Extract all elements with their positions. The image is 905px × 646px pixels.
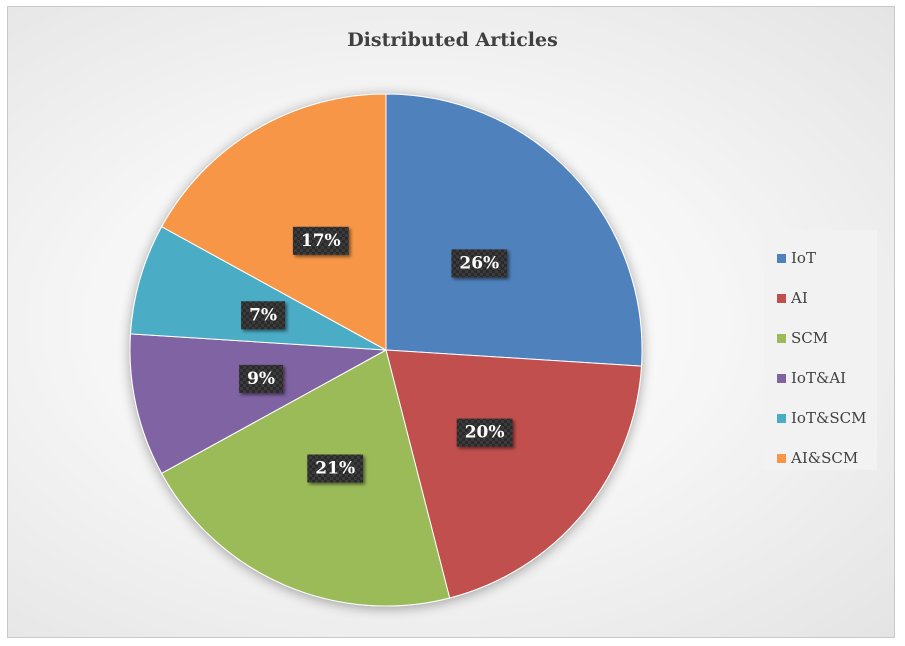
data-label-box bbox=[451, 249, 508, 278]
legend-label: SCM bbox=[791, 329, 829, 347]
chart-title: Distributed Articles bbox=[347, 29, 558, 51]
legend-swatch bbox=[777, 453, 786, 463]
data-label-text: 20% bbox=[465, 423, 505, 443]
data-label-iot-ai: 9% bbox=[239, 364, 284, 393]
legend-item-iot-ai: IoT&AI bbox=[764, 358, 877, 398]
data-label-iot-scm: 7% bbox=[241, 301, 286, 330]
data-label-box bbox=[241, 301, 286, 330]
data-label-text: 21% bbox=[315, 459, 355, 479]
legend-item-ai: AI bbox=[764, 278, 877, 318]
data-label-ai-scm: 17% bbox=[292, 226, 349, 255]
data-label-text: 17% bbox=[301, 231, 341, 251]
data-label-box bbox=[239, 364, 284, 393]
pie-slice-iot bbox=[385, 93, 643, 367]
legend-item-scm: SCM bbox=[764, 318, 877, 358]
legend-label: IoT bbox=[791, 249, 816, 267]
legend-swatch bbox=[777, 333, 786, 343]
data-label-scm: 21% bbox=[307, 454, 364, 483]
legend: IoT AI SCM IoT&AI IoT&SCM AI&SCM bbox=[764, 230, 877, 470]
legend-swatch bbox=[777, 373, 786, 383]
legend-swatch bbox=[777, 293, 786, 303]
legend-item-ai-scm: AI&SCM bbox=[764, 438, 877, 478]
data-label-box bbox=[307, 454, 364, 483]
pie-slice-ai bbox=[385, 349, 643, 599]
legend-label: IoT&SCM bbox=[791, 409, 867, 427]
data-label-iot: 26% bbox=[451, 249, 508, 278]
legend-label: AI&SCM bbox=[791, 449, 859, 467]
legend-item-iot: IoT bbox=[764, 238, 877, 278]
pie-slice-iot-scm bbox=[129, 225, 387, 351]
legend-swatch bbox=[777, 253, 786, 263]
legend-item-iot-scm: IoT&SCM bbox=[764, 398, 877, 438]
data-label-box bbox=[292, 226, 349, 255]
data-label-text: 26% bbox=[459, 253, 499, 273]
pie-slice-iot-ai bbox=[129, 333, 388, 475]
data-label-box bbox=[456, 418, 513, 447]
data-label-ai: 20% bbox=[456, 418, 513, 447]
legend-label: AI bbox=[791, 289, 808, 307]
data-label-text: 9% bbox=[247, 369, 275, 389]
legend-swatch bbox=[777, 413, 786, 423]
pie-slice-ai-scm bbox=[160, 93, 387, 351]
pie-slice-scm bbox=[160, 349, 451, 607]
legend-label: IoT&AI bbox=[791, 369, 847, 387]
data-label-text: 7% bbox=[249, 305, 277, 325]
